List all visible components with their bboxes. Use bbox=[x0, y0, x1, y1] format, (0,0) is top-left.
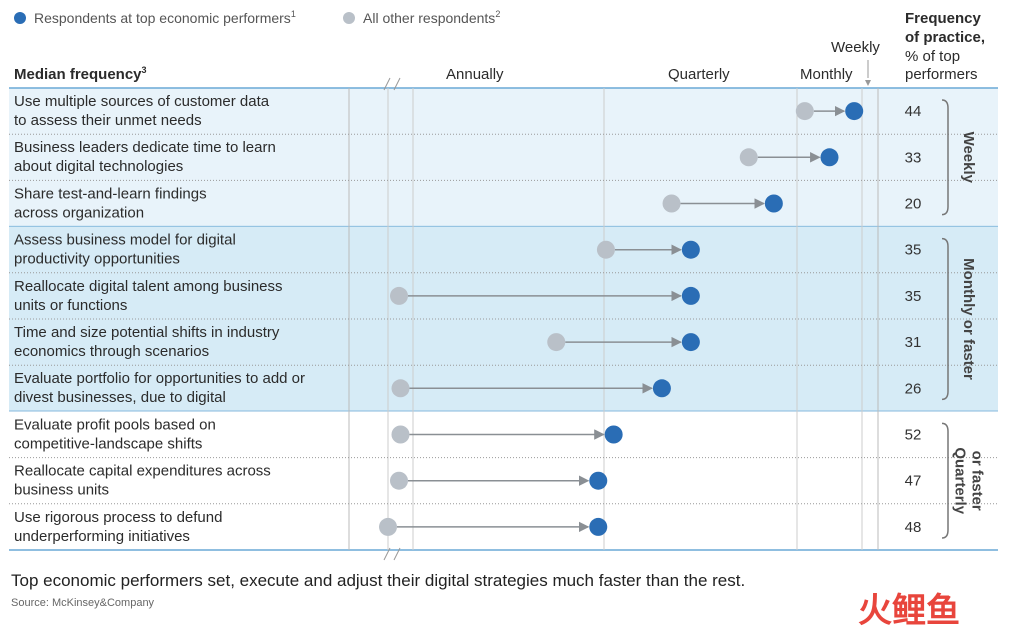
pct-value: 48 bbox=[905, 519, 922, 536]
header-weekly: Weekly bbox=[831, 39, 880, 56]
other-respondents-dot bbox=[795, 102, 814, 121]
source-note: Source: McKinsey&Company bbox=[11, 597, 155, 609]
watermark-text: 火鲤鱼 bbox=[858, 591, 960, 630]
group-brackets: Weekly Monthly or faster Quarterly or faste… bbox=[941, 99, 986, 539]
top-performers-dot bbox=[820, 148, 839, 167]
row-label: Share test-and-learn findings across orga… bbox=[14, 185, 207, 221]
other-respondents-dot bbox=[390, 471, 408, 490]
group-bracket bbox=[941, 237, 949, 401]
row-label: Assess business model for digital product… bbox=[14, 232, 236, 268]
group-label: Monthly or faster bbox=[960, 258, 977, 380]
row-label: Evaluate portfolio for opportunities to … bbox=[14, 370, 305, 406]
group-bracket bbox=[941, 422, 949, 539]
row-label: Use multiple sources of customer data to … bbox=[14, 93, 270, 129]
pct-value: 35 bbox=[905, 288, 922, 305]
top-performers-dot bbox=[681, 240, 700, 259]
other-respondents-dot bbox=[391, 425, 410, 444]
group-label: Quarterly bbox=[952, 447, 969, 514]
other-respondents-dot bbox=[596, 240, 615, 259]
freq-header-line4: performers bbox=[905, 66, 978, 83]
pct-value: 31 bbox=[905, 334, 922, 351]
other-respondents-dot bbox=[391, 379, 410, 398]
median-frequency-header: Median frequency3 bbox=[14, 65, 147, 83]
top-performers-dot bbox=[652, 379, 671, 398]
other-respondents-dot bbox=[662, 194, 681, 213]
row-label: Business leaders dedicate time to learn a… bbox=[14, 139, 276, 175]
header-annually: Annually bbox=[446, 66, 504, 83]
header-monthly: Monthly bbox=[800, 66, 853, 83]
pct-value: 47 bbox=[905, 473, 922, 490]
freq-header-line2: of practice, bbox=[905, 29, 985, 46]
row-label: Time and size potential shifts in indust… bbox=[14, 324, 280, 360]
legend-other-dot bbox=[343, 12, 355, 24]
pct-value: 33 bbox=[905, 149, 922, 166]
top-performers-dot bbox=[681, 333, 700, 352]
pct-value: 20 bbox=[905, 196, 922, 213]
top-performers-dot bbox=[764, 194, 783, 213]
top-performers-dot bbox=[845, 102, 864, 121]
freq-header-line1: Frequency bbox=[905, 10, 982, 27]
freq-header-line3: % of top bbox=[905, 48, 960, 65]
pct-value: 52 bbox=[905, 427, 922, 444]
row-label: Reallocate digital talent among business… bbox=[14, 278, 283, 314]
group-label: or faster bbox=[969, 451, 986, 511]
watermark-logo: 火鲤鱼 bbox=[858, 591, 960, 630]
pct-value: 35 bbox=[905, 242, 922, 259]
other-respondents-dot bbox=[547, 333, 566, 352]
top-performers-dot bbox=[681, 286, 700, 305]
legend-top-dot bbox=[14, 12, 26, 24]
pct-value: 26 bbox=[905, 380, 922, 397]
weekly-pointer-head-icon bbox=[865, 80, 871, 86]
row-label: Reallocate capital expenditures across bu… bbox=[14, 463, 271, 499]
chart-svg: Respondents at top economic performers1 … bbox=[9, 9, 998, 561]
other-respondents-dot bbox=[739, 148, 758, 167]
header-quarterly: Quarterly bbox=[668, 66, 730, 83]
top-performers-dot bbox=[589, 517, 608, 536]
other-respondents-dot bbox=[390, 286, 408, 305]
legend-other-label: All other respondents2 bbox=[363, 9, 500, 26]
pct-value: 44 bbox=[905, 103, 922, 120]
top-performers-dot bbox=[604, 425, 623, 444]
row-label: Evaluate profit pools based on competitiv… bbox=[14, 416, 216, 452]
legend-top-label: Respondents at top economic performers1 bbox=[34, 9, 296, 26]
top-performers-dot bbox=[589, 471, 608, 490]
chart-caption: Top economic performers set, execute and… bbox=[11, 571, 746, 590]
axis-break-icon bbox=[383, 547, 401, 561]
group-label: Weekly bbox=[960, 132, 977, 184]
group-band bbox=[9, 226, 998, 412]
other-respondents-dot bbox=[379, 517, 397, 536]
rows: Use multiple sources of customer data to … bbox=[9, 93, 998, 545]
group-bracket bbox=[941, 99, 949, 216]
axis-break-icon bbox=[383, 77, 401, 91]
row-label: Use rigorous process to defund underperfo… bbox=[14, 509, 222, 545]
